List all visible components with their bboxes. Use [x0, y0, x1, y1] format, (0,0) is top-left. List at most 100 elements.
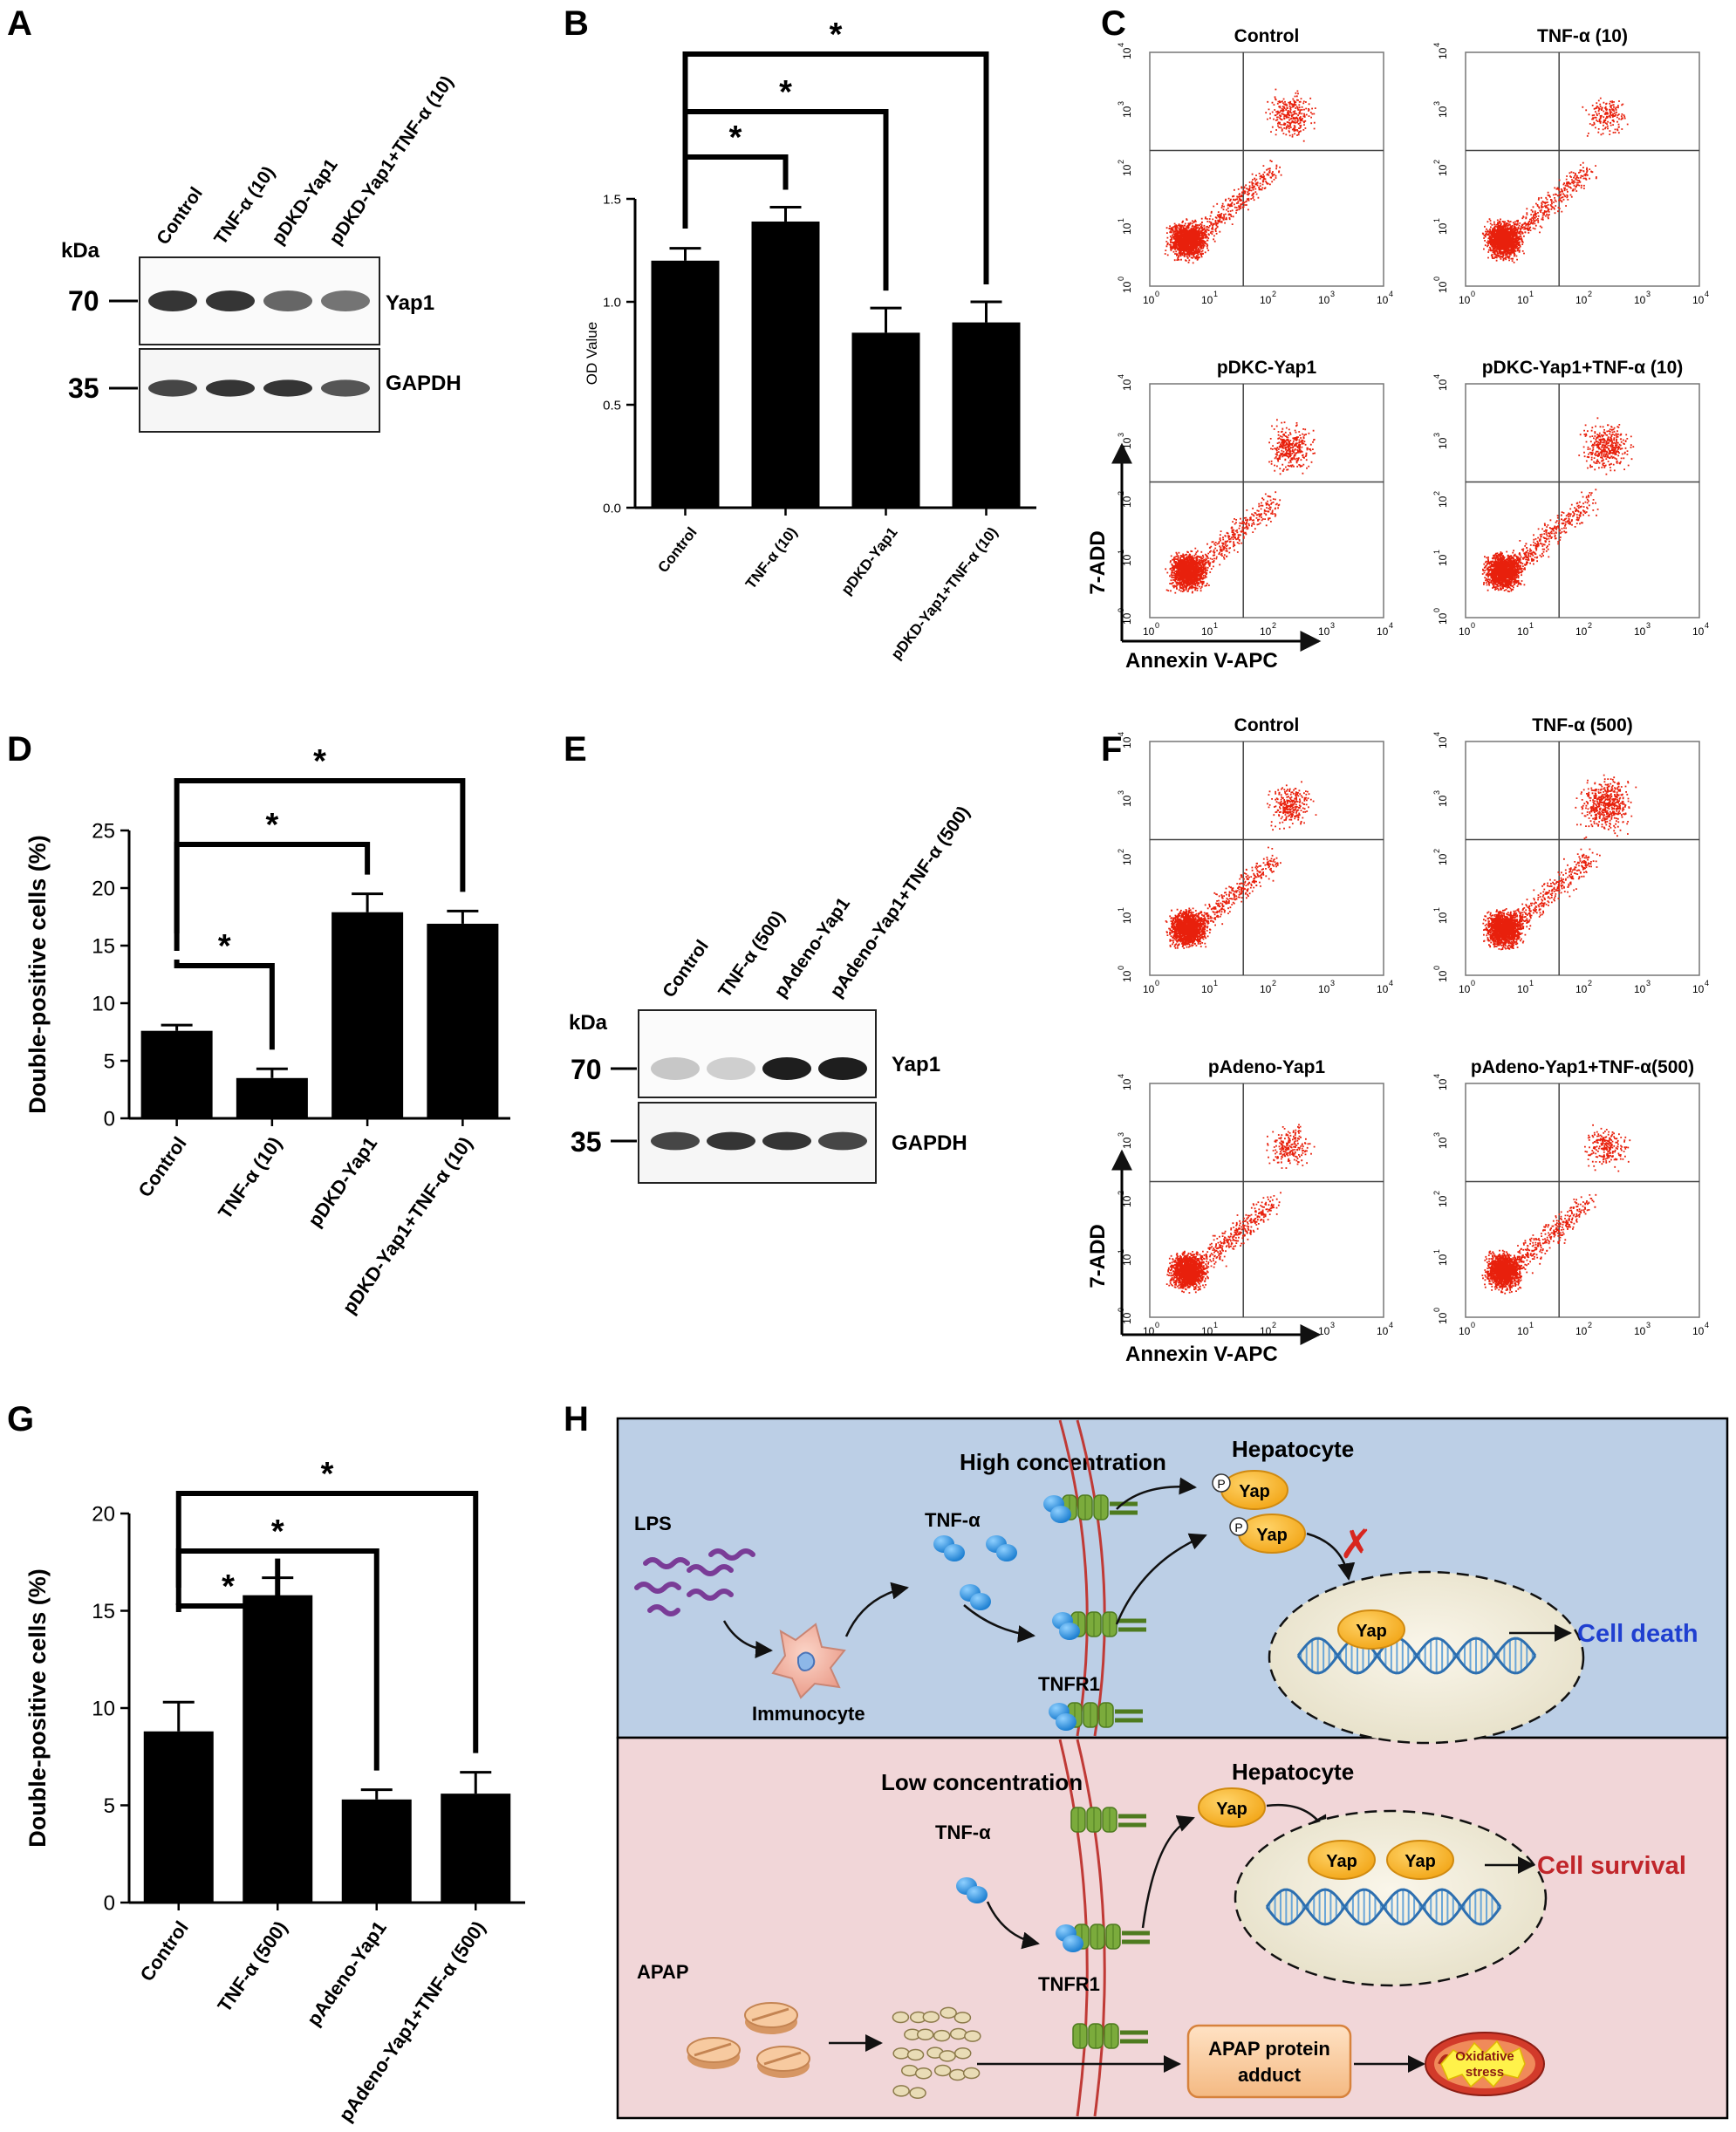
x-tick-exponent: 3 [1330, 290, 1335, 298]
y-tick-label: 10 [1437, 1254, 1449, 1266]
y-tick-label: 10 [1121, 281, 1133, 293]
yap-label: Yap [1256, 1526, 1288, 1545]
y-tick-label: 10 [1437, 495, 1449, 508]
tnf-to-receptor-arrow-bottom [986, 1901, 1040, 1950]
yap1-band [206, 290, 255, 311]
dna-helix-bottom [1265, 1888, 1502, 1926]
x-tick-exponent: 2 [1272, 979, 1276, 987]
y-tick-exponent: 0 [1117, 277, 1125, 281]
x-tick-label: 10 [1377, 1325, 1389, 1337]
tnfr1-receptors-bottom [1056, 1807, 1150, 2049]
pill-icon [687, 2037, 741, 2069]
x-tick-exponent: 3 [1646, 290, 1651, 298]
category-label: Control [133, 1133, 190, 1201]
apap-metabolite [964, 2030, 981, 2042]
blot-e-marker-70: 70 [571, 1054, 602, 1085]
tnf-molecule [1056, 1713, 1076, 1731]
yap1-band [818, 1057, 867, 1080]
y-axis-label: Double-positive cells (%) [24, 835, 51, 1114]
y-tick-label: 0.5 [603, 398, 621, 413]
x-tick-label: 10 [1517, 1325, 1529, 1337]
x-tick-label: 10 [1377, 294, 1389, 306]
x-tick-label: 10 [1459, 294, 1471, 306]
receptor-to-pyap-arrow-2 [1115, 1533, 1207, 1625]
x-tick-exponent: 0 [1471, 621, 1475, 630]
apap-metabolite [892, 2011, 910, 2024]
blot-e-marker-35: 35 [571, 1126, 602, 1158]
y-tick-exponent: 3 [1117, 433, 1125, 437]
bar [651, 260, 720, 508]
x-tick-label: 10 [1692, 294, 1705, 306]
y-tick-label: 10 [1121, 495, 1133, 508]
panel-letter-c: C [1101, 4, 1126, 43]
x-tick-exponent: 4 [1389, 979, 1393, 987]
immunocyte-label: Immunocyte [752, 1703, 865, 1725]
apap-protein-adduct-box [1186, 2024, 1352, 2099]
apap-metabolite [953, 2047, 972, 2060]
panel-letter-a: A [7, 4, 32, 43]
y-tick-label: 1.0 [603, 295, 621, 310]
y-tick-exponent: 3 [1117, 790, 1125, 795]
immunocyte-icon [771, 1623, 846, 1699]
x-tick-exponent: 0 [1471, 979, 1475, 987]
y-tick-exponent: 2 [1117, 849, 1125, 853]
scatter-plot: pAdeno-Yap110010010110110210210310310410… [1117, 1057, 1393, 1337]
y-tick-label: 10 [1121, 1254, 1133, 1266]
y-tick-exponent: 1 [1432, 218, 1441, 222]
bar [140, 1030, 213, 1118]
x-tick-label: 10 [1575, 625, 1588, 638]
adduct-label-line1: APAP protein [1208, 2038, 1330, 2060]
receptor-to-pyap-arrow-1 [1116, 1477, 1197, 1510]
lps-molecule [643, 1557, 690, 1569]
x-tick-exponent: 1 [1213, 621, 1218, 630]
scatter-plot: pDKC-Yap1100100101101102102103103104104 [1117, 358, 1393, 638]
plot-title: Control [1234, 715, 1300, 735]
significance-star: * [222, 1568, 235, 1605]
category-label: Control [136, 1917, 193, 1985]
x-tick-label: 10 [1201, 625, 1213, 638]
x-tick-label: 10 [1517, 294, 1529, 306]
cell-events [1481, 417, 1635, 592]
yap-label: Yap [1356, 1622, 1387, 1641]
cell-survival-label: Cell survival [1537, 1852, 1686, 1880]
tnfr1-label-top: TNFR1 [1038, 1673, 1100, 1695]
y-tick-label: 10 [1437, 281, 1449, 293]
panel-letter-b: B [564, 4, 589, 43]
y-tick-exponent: 4 [1432, 732, 1441, 736]
y-tick-exponent: 4 [1117, 1074, 1125, 1078]
membrane-line [1076, 1419, 1106, 1737]
x-tick-label: 10 [1143, 983, 1155, 995]
tnfr1-receptor [1052, 1611, 1146, 1640]
apap-metabolite [962, 2067, 981, 2080]
x-tick-label: 10 [1575, 1325, 1588, 1337]
category-label: pDKD-Yap1 [304, 1133, 381, 1231]
adduct-label-line2: adduct [1238, 2064, 1302, 2086]
x-tick-label: 10 [1459, 625, 1471, 638]
y-tick-label: 10 [1437, 1137, 1449, 1149]
y-tick-exponent: 3 [1432, 1132, 1441, 1137]
cell-events [1165, 419, 1316, 594]
gapdh-band [707, 1131, 755, 1151]
y-tick-label: 10 [92, 1697, 115, 1720]
y-tick-exponent: 4 [1117, 374, 1125, 379]
x-tick-label: 10 [1634, 1325, 1646, 1337]
category-label: pDKD-Yap1 [838, 524, 901, 598]
x-tick-exponent: 2 [1272, 1321, 1276, 1329]
y-tick-label: 10 [1437, 795, 1449, 807]
x-tick-exponent: 2 [1588, 290, 1592, 298]
yap-label: Yap [1216, 1800, 1247, 1819]
y-tick-label: 10 [1121, 1078, 1133, 1090]
apap-metabolite [933, 2064, 952, 2077]
x-tick-exponent: 3 [1330, 621, 1335, 630]
tnf-to-receptor-arrow-top [963, 1604, 1035, 1643]
bar [851, 332, 920, 508]
x-tick-exponent: 1 [1529, 1321, 1534, 1329]
x-tick-label: 10 [1459, 1325, 1471, 1337]
yap1-band [651, 1057, 700, 1080]
yap-label: Yap [1239, 1482, 1270, 1501]
